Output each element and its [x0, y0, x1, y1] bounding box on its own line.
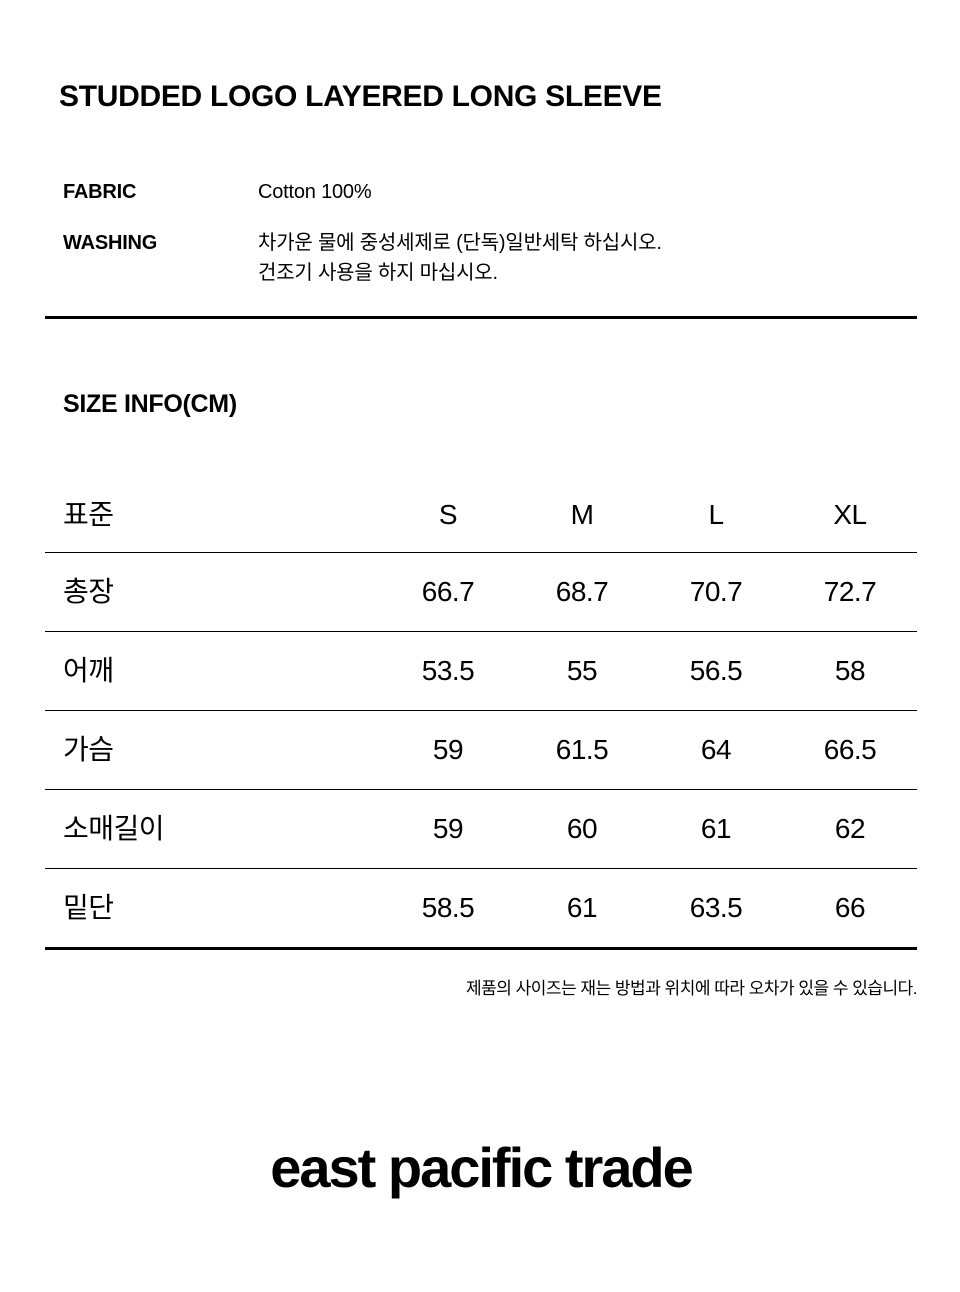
measurement-value: 61.5 — [555, 734, 609, 765]
measurement-value: 64 — [700, 734, 732, 765]
brand-logo: east pacific trade — [270, 1136, 694, 1199]
measurement-value: 66.5 — [823, 734, 877, 765]
size-table-row: 가슴 59 61.5 64 66.5 — [45, 711, 917, 790]
measurement-value: 66 — [834, 892, 866, 923]
size-column-header: M — [570, 499, 594, 530]
measurement-value: 60 — [566, 813, 598, 844]
size-table-row: 총장 66.7 68.7 70.7 72.7 — [45, 553, 917, 632]
size-standard-label: 표준 — [63, 499, 114, 530]
size-table-row: 밑단 58.5 61 63.5 66 — [45, 869, 917, 950]
measurement-value: 55 — [566, 655, 598, 686]
measurement-value: 56.5 — [689, 655, 743, 686]
measurement-value: 66.7 — [421, 576, 475, 607]
section-divider — [45, 316, 917, 319]
measurement-value: 62 — [834, 813, 866, 844]
measurement-label: 가슴 — [63, 734, 114, 765]
size-table-row: 어깨 53.5 55 56.5 58 — [45, 632, 917, 711]
size-info-heading: SIZE INFO(CM) — [63, 390, 237, 418]
measurement-label: 소매길이 — [63, 813, 165, 844]
washing-instruction-line1: 차가운 물에 중성세제로 (단독)일반세탁 하십시오. — [258, 232, 662, 254]
measurement-value: 58 — [834, 655, 866, 686]
product-specs: FABRIC Cotton 100% WASHING 차가운 물에 중성세제로 … — [45, 177, 917, 288]
fabric-label: FABRIC — [63, 181, 137, 203]
product-title: STUDDED LOGO LAYERED LONG SLEEVE — [59, 80, 662, 113]
measurement-value: 68.7 — [555, 576, 609, 607]
spec-row-fabric: FABRIC Cotton 100% — [63, 177, 917, 207]
measurement-label: 어깨 — [63, 655, 114, 686]
washing-instruction-line2: 건조기 사용을 하지 마십시오. — [258, 262, 498, 284]
washing-label: WASHING — [63, 232, 158, 254]
size-table-row: 소매길이 59 60 61 62 — [45, 790, 917, 869]
size-column-header: XL — [833, 499, 867, 530]
size-column-header: S — [438, 499, 458, 530]
measurement-value: 58.5 — [421, 892, 475, 923]
measurement-value: 70.7 — [689, 576, 743, 607]
measurement-value: 63.5 — [689, 892, 743, 923]
size-column-header: L — [708, 499, 724, 530]
measurement-value: 53.5 — [421, 655, 475, 686]
measurement-value: 72.7 — [823, 576, 877, 607]
size-table: 표준 S M L XL 총장 66.7 68.7 70.7 72.7 어깨 53.5 55 56.5 58 가… — [45, 417, 917, 950]
measurement-value: 61 — [566, 892, 598, 923]
measurement-value: 59 — [432, 813, 464, 844]
measurement-label: 총장 — [63, 576, 114, 607]
measurement-value: 61 — [700, 813, 732, 844]
measurement-label: 밑단 — [63, 892, 114, 923]
size-table-header-row: 표준 S M L XL — [45, 417, 917, 553]
measurement-value: 59 — [432, 734, 464, 765]
size-tolerance-note: 제품의 사이즈는 재는 방법과 위치에 따라 오차가 있을 수 있습니다. — [465, 979, 918, 998]
washing-value: 차가운 물에 중성세제로 (단독)일반세탁 하십시오. 건조기 사용을 하지 마… — [258, 228, 662, 288]
spec-row-washing: WASHING 차가운 물에 중성세제로 (단독)일반세탁 하십시오. 건조기 … — [63, 228, 917, 288]
fabric-value: Cotton 100% — [258, 181, 372, 203]
